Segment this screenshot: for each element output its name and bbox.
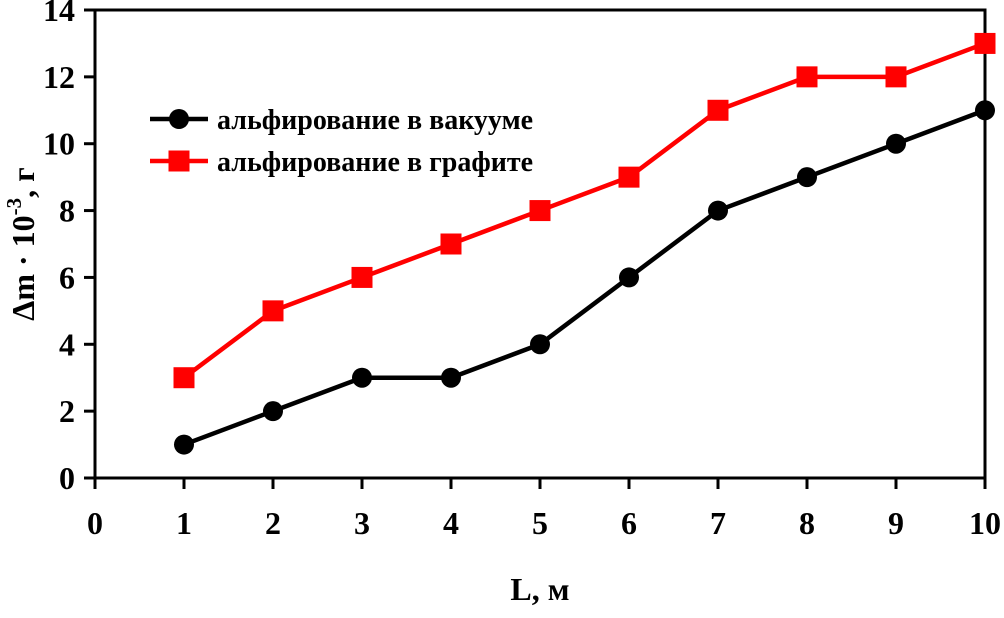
y-tick-label: 4 bbox=[59, 326, 75, 362]
x-tick-label: 6 bbox=[621, 505, 637, 541]
data-point-marker bbox=[351, 266, 373, 288]
legend-label: альфирование в вакууме bbox=[217, 105, 533, 136]
y-axis-title: Δm · 10-3, г bbox=[2, 167, 41, 320]
series-line-1 bbox=[181, 41, 988, 380]
y-tick-label: 10 bbox=[43, 126, 75, 162]
y-tick-label: 8 bbox=[59, 193, 75, 229]
legend-label: альфирование в графите bbox=[217, 147, 533, 178]
y-tick-label: 14 bbox=[43, 0, 75, 28]
data-point-marker bbox=[529, 200, 551, 222]
x-tick-label: 3 bbox=[354, 505, 370, 541]
x-tick-label: 8 bbox=[799, 505, 815, 541]
x-tick-label: 9 bbox=[888, 505, 904, 541]
data-point-marker bbox=[886, 133, 906, 154]
data-point-marker bbox=[975, 100, 995, 121]
data-point-marker bbox=[440, 233, 462, 255]
data-point-marker bbox=[263, 401, 283, 422]
plot-border bbox=[93, 8, 987, 480]
y-tick-label: 6 bbox=[59, 259, 75, 295]
data-point-marker bbox=[618, 166, 640, 188]
y-tick-label: 12 bbox=[43, 59, 75, 95]
data-point-marker bbox=[708, 200, 728, 221]
data-point-marker bbox=[797, 167, 817, 188]
data-point-marker bbox=[885, 66, 907, 88]
x-tick-label: 2 bbox=[265, 505, 281, 541]
data-point-marker bbox=[796, 66, 818, 88]
data-point-marker bbox=[441, 367, 461, 388]
data-point-marker bbox=[707, 99, 729, 121]
x-tick-label: 1 bbox=[176, 505, 192, 541]
legend-marker-circle-icon bbox=[169, 109, 189, 129]
series-line-0 bbox=[181, 108, 988, 447]
data-point-marker bbox=[174, 434, 194, 455]
data-point-marker bbox=[619, 267, 639, 288]
x-tick-label: 10 bbox=[969, 505, 1001, 541]
x-tick-label: 4 bbox=[443, 505, 459, 541]
x-tick-label: 0 bbox=[87, 505, 103, 541]
data-point-marker bbox=[352, 367, 372, 388]
legend-marker-square-icon bbox=[168, 150, 190, 172]
data-point-marker bbox=[262, 300, 284, 322]
x-tick-label: 7 bbox=[710, 505, 726, 541]
data-point-marker bbox=[530, 334, 550, 355]
data-point-marker bbox=[173, 367, 195, 389]
x-axis-title: L, м bbox=[510, 571, 569, 607]
data-point-marker bbox=[974, 32, 996, 54]
x-tick-label: 5 bbox=[532, 505, 548, 541]
y-tick-label: 2 bbox=[59, 393, 75, 429]
y-tick-label: 0 bbox=[59, 460, 75, 496]
